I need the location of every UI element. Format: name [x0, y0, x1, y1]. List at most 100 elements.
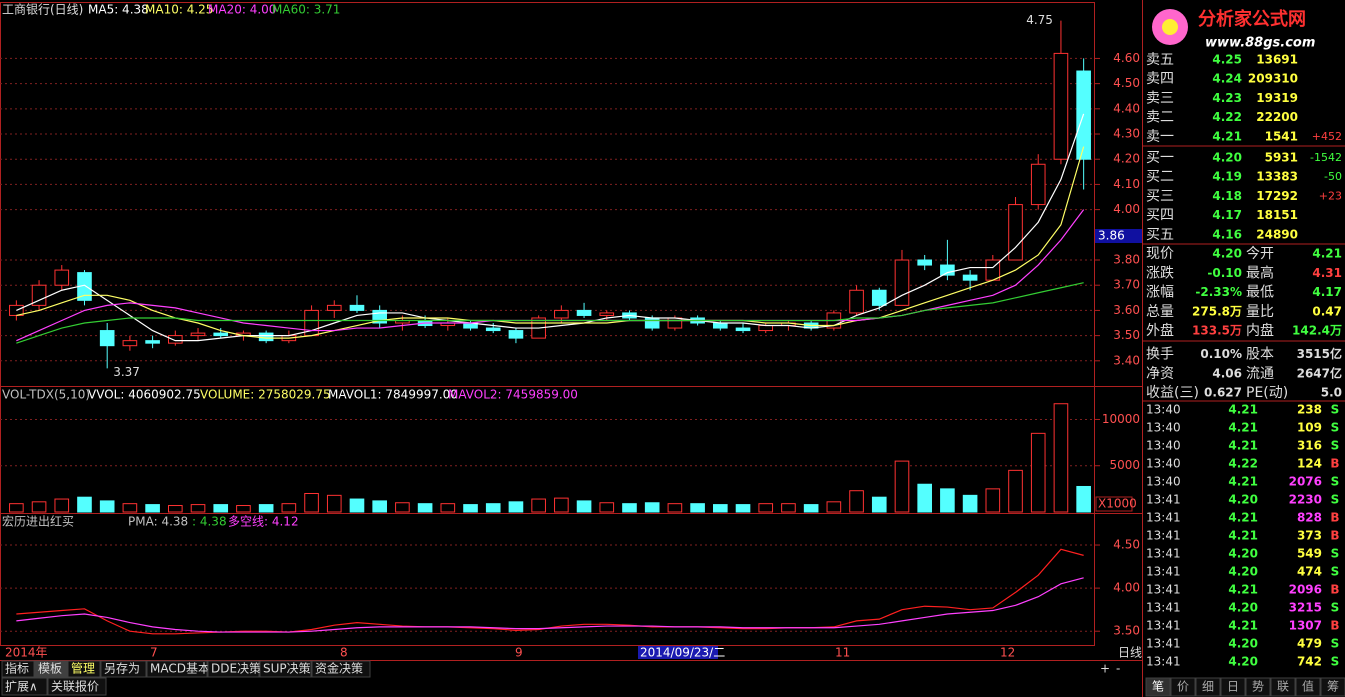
tab-label[interactable]: DDE决策 [211, 662, 261, 676]
candle-body [213, 332, 229, 337]
volume-bar [463, 504, 478, 513]
tick-time: 13:40 [1146, 475, 1181, 489]
tab[interactable] [146, 660, 208, 678]
volume-bar [1008, 469, 1023, 513]
side-tab-label[interactable]: 筹 [1327, 680, 1339, 694]
y-tick-label: 3.50 [1113, 328, 1140, 342]
side-tab[interactable] [1220, 677, 1246, 697]
book-volume: 22200 [1256, 110, 1298, 124]
side-tab-label[interactable]: 势 [1252, 680, 1264, 694]
tab-label[interactable]: 资金决策 [315, 661, 363, 676]
volume-bar [372, 500, 387, 513]
period-label[interactable]: 日线 [1118, 646, 1142, 660]
tab[interactable] [47, 677, 107, 696]
book-label: 卖二 [1146, 110, 1174, 126]
quote-value: 4.20 [1212, 247, 1242, 261]
side-tab[interactable] [1245, 677, 1271, 697]
tick-time: 13:41 [1146, 529, 1181, 543]
tick-side: S [1331, 601, 1340, 615]
tick-price: 4.20 [1228, 637, 1258, 651]
quote-label: 股本 [1246, 347, 1274, 363]
vol-label: MAVOL2: 7459859.00 [448, 388, 578, 402]
tab-label[interactable]: 另存为 [104, 662, 140, 676]
side-tab-label[interactable]: 日 [1227, 680, 1239, 694]
y-tick-label: 3.80 [1113, 253, 1140, 267]
tick-side: B [1330, 583, 1339, 597]
tab-label[interactable]: 管理 [71, 661, 95, 676]
tab[interactable] [259, 660, 312, 678]
volume-bar [77, 496, 92, 513]
zoom-button[interactable]: - [1116, 662, 1120, 676]
indicator-line [16, 146, 1085, 339]
candle-body [849, 289, 864, 314]
tab[interactable] [207, 660, 260, 678]
volume-bar [440, 503, 456, 513]
tick-price: 4.21 [1228, 421, 1258, 435]
tick-side: B [1330, 457, 1339, 471]
side-tab-label[interactable]: 细 [1202, 680, 1214, 694]
volume-bar [713, 504, 728, 513]
tab-label[interactable]: 模板 [38, 662, 62, 676]
candle-body [145, 340, 160, 344]
tick-side: S [1331, 493, 1340, 507]
side-tab-label[interactable]: 笔 [1152, 679, 1164, 694]
volume-bar [531, 498, 546, 513]
quote-value: 0.10% [1200, 347, 1242, 361]
ma-label: MA10: 4.25 [145, 3, 213, 17]
tab[interactable] [311, 660, 371, 678]
side-tab[interactable] [1145, 677, 1171, 697]
vol-label: VOLUME: 2758029.75 [200, 388, 331, 402]
y-tick-label: 10000 [1102, 412, 1140, 426]
tab[interactable] [1, 677, 48, 696]
quote-label: 今开 [1246, 246, 1274, 262]
book-label: 卖一 [1146, 129, 1174, 145]
book-label: 买四 [1146, 208, 1174, 224]
volume-bar [826, 501, 842, 513]
side-tab[interactable] [1195, 677, 1221, 697]
book-label: 买二 [1146, 169, 1174, 185]
tab-label[interactable]: SUP决策 [263, 662, 311, 676]
volume-bar [508, 501, 524, 513]
quote-label: 收益(三) [1146, 385, 1199, 401]
candle-body [1053, 52, 1069, 160]
tick-volume: 742 [1297, 655, 1322, 669]
tab[interactable] [1, 660, 35, 678]
quote-label: 现价 [1146, 246, 1174, 262]
tick-time: 13:40 [1146, 421, 1181, 435]
side-tab[interactable] [1270, 677, 1296, 697]
volume-bar [599, 502, 615, 513]
tick-volume: 109 [1297, 421, 1322, 435]
unit-box [1095, 496, 1133, 512]
quote-label: 最高 [1246, 264, 1274, 281]
zoom-button[interactable]: + [1100, 662, 1110, 676]
side-tab-label[interactable]: 价 [1177, 680, 1189, 694]
book-volume: 18151 [1256, 208, 1298, 222]
side-tab-label[interactable]: 值 [1302, 679, 1314, 694]
tab-label[interactable]: 指标 [5, 661, 29, 676]
candle-body [917, 259, 932, 266]
side-tab-label[interactable]: 联 [1277, 680, 1289, 694]
y-tick-label: 3.70 [1113, 278, 1140, 292]
quote-value: 4.21 [1312, 247, 1342, 261]
book-volume: 13691 [1256, 53, 1298, 67]
tab-label[interactable]: MACD基本 [150, 662, 210, 676]
tick-side: S [1331, 439, 1340, 453]
volume-bar [735, 504, 751, 513]
y-tick-label: 4.00 [1113, 581, 1140, 595]
book-change: -50 [1324, 170, 1342, 183]
tick-volume: 479 [1297, 637, 1322, 651]
volume-bar [917, 483, 932, 513]
candle-body [644, 317, 660, 329]
tab[interactable] [34, 660, 68, 678]
book-price: 4.24 [1212, 72, 1242, 86]
side-tab[interactable] [1320, 677, 1345, 697]
tab[interactable] [67, 660, 101, 678]
x-label: 9 [515, 646, 523, 660]
tab-label[interactable]: 关联报价 [51, 679, 99, 694]
side-tab[interactable] [1170, 677, 1196, 697]
quote-value: 0.627 [1204, 386, 1242, 400]
side-tab[interactable] [1295, 677, 1321, 697]
candle-body [508, 330, 524, 339]
tab-label[interactable]: 扩展∧ [5, 680, 38, 694]
tab[interactable] [100, 660, 147, 678]
